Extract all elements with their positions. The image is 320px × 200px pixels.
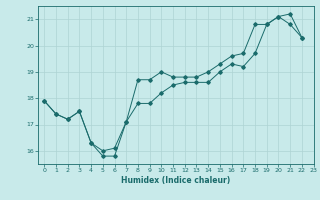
X-axis label: Humidex (Indice chaleur): Humidex (Indice chaleur) [121, 176, 231, 185]
